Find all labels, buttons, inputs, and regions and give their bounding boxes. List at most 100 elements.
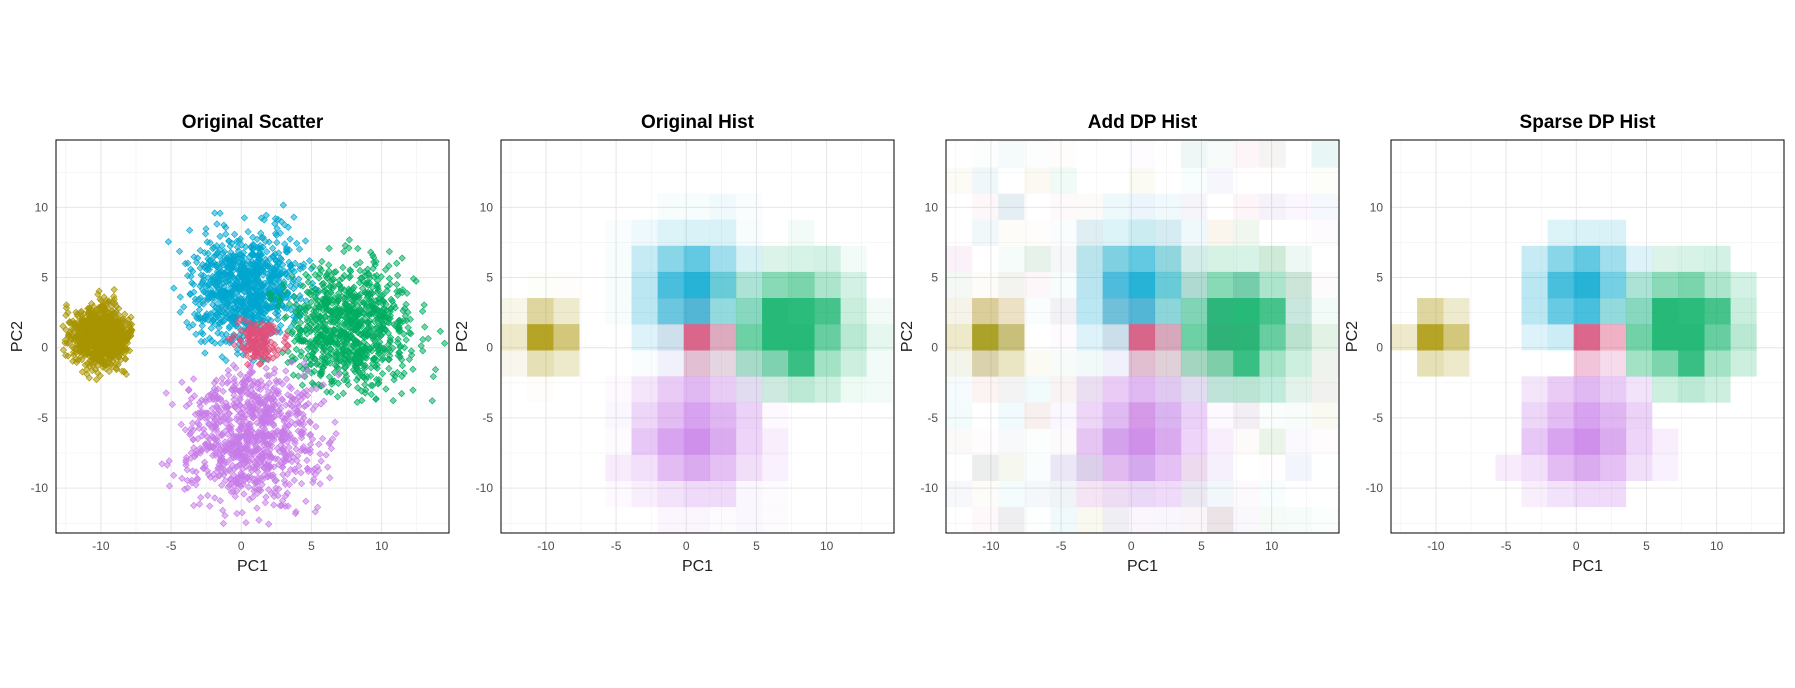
- scatter-point: [339, 263, 347, 272]
- heatmap-cell: [866, 350, 893, 377]
- scatter-point: [333, 393, 342, 401]
- scatter-point: [222, 356, 230, 365]
- scatter-point: [192, 330, 200, 338]
- scatter-point: [61, 336, 69, 344]
- heatmap-cell: [683, 350, 711, 377]
- heatmap-cell: [1050, 141, 1076, 167]
- heatmap-cell: [1024, 168, 1050, 194]
- scatter-point: [242, 518, 250, 527]
- scatter-point: [385, 364, 393, 373]
- scatter-point: [265, 238, 273, 246]
- heatmap-cell: [1180, 506, 1208, 533]
- scatter-point: [330, 325, 338, 334]
- scatter-point: [359, 298, 368, 306]
- scatter-point: [121, 355, 130, 363]
- scatter-point: [290, 293, 299, 301]
- heatmap-cell: [1573, 271, 1601, 299]
- heatmap-cell: [1259, 507, 1285, 533]
- scatter-point: [197, 328, 206, 336]
- scatter-point: [274, 302, 283, 311]
- heatmap-cell: [1625, 350, 1653, 377]
- scatter-point: [180, 303, 188, 311]
- heatmap-cell: [998, 115, 1024, 141]
- scatter-point: [310, 367, 318, 375]
- panel-title: Add DP Hist: [1088, 112, 1198, 133]
- scatter-point: [385, 247, 394, 256]
- scatter-point: [372, 395, 380, 403]
- scatter-point: [298, 381, 307, 389]
- heatmap-cell: [657, 506, 684, 533]
- heatmap-cell: [1233, 402, 1259, 428]
- scatter-point: [111, 348, 119, 357]
- heatmap-cell: [1285, 271, 1312, 299]
- scatter-point: [276, 254, 285, 262]
- heatmap-cell: [1678, 324, 1705, 351]
- heatmap-cell: [1207, 271, 1234, 299]
- heatmap-cell: [762, 350, 788, 376]
- y-axis-title: PC2: [9, 321, 26, 352]
- scatter-point: [370, 336, 378, 344]
- heatmap-cell: [998, 220, 1024, 246]
- heatmap-cell: [972, 324, 998, 350]
- scatter-point: [190, 501, 198, 510]
- scatter-point: [301, 237, 310, 245]
- heatmap-cell: [1599, 402, 1627, 429]
- heatmap-cell: [1599, 298, 1627, 325]
- scatter-point: [205, 294, 213, 302]
- heatmap-cell: [762, 402, 789, 429]
- heatmap-cell: [1285, 246, 1311, 272]
- heatmap-cell: [709, 324, 737, 351]
- scatter-point: [280, 280, 288, 289]
- heatmap-cell: [1207, 324, 1234, 351]
- heatmap-cell: [1077, 194, 1103, 220]
- heatmap-cell: [1259, 455, 1285, 481]
- heatmap-cell: [657, 480, 684, 508]
- heatmap-cell: [1050, 272, 1076, 298]
- scatter-point: [249, 268, 257, 276]
- scatter-point: [299, 282, 307, 290]
- heatmap-cell: [1102, 428, 1129, 455]
- heatmap-cell: [1102, 298, 1129, 325]
- x-tick-label: 10: [1265, 539, 1279, 553]
- heatmap-cell: [1599, 454, 1627, 481]
- scatter-point: [418, 307, 427, 315]
- scatter-point: [372, 328, 381, 336]
- y-tick-label: 0: [486, 341, 493, 355]
- scatter-point: [367, 390, 375, 398]
- heatmap-cell: [1077, 350, 1103, 376]
- scatter-point: [290, 213, 298, 221]
- x-tick-label: -10: [537, 539, 555, 553]
- scatter-point: [95, 287, 103, 295]
- heatmap-cell: [788, 219, 815, 247]
- panel-4: Sparse DP Hist -10 -5 0 5 10 -10 -5 0 5 10 PC1 PC2: [1344, 112, 1785, 575]
- heatmap-cell: [1050, 454, 1077, 481]
- heatmap-cell: [1625, 298, 1653, 325]
- scatter-point: [354, 244, 362, 253]
- scatter-point: [281, 287, 289, 296]
- heatmap-cell: [1154, 480, 1182, 508]
- heatmap-cell: [709, 376, 737, 403]
- heatmap-cell: [866, 376, 893, 403]
- heatmap-cell: [527, 324, 554, 351]
- scatter-point: [108, 302, 116, 311]
- heatmap-cell: [1128, 428, 1156, 455]
- heatmap-cell: [1730, 298, 1757, 325]
- heatmap-cell: [946, 272, 972, 298]
- heatmap-cell: [762, 507, 788, 533]
- scatter-point: [279, 470, 287, 479]
- scatter-point: [189, 375, 198, 383]
- heatmap-cell: [1180, 376, 1208, 403]
- scatter-point: [102, 365, 110, 373]
- heatmap-cell: [553, 298, 580, 325]
- heatmap-cell: [735, 376, 763, 403]
- heatmap-cell: [866, 324, 893, 351]
- heatmap-cell: [998, 140, 1025, 142]
- scatter-point: [304, 278, 312, 286]
- heatmap-cell: [1338, 481, 1364, 507]
- y-tick-label: 0: [1376, 341, 1383, 355]
- scatter-point: [238, 508, 246, 517]
- scatter-point: [361, 361, 369, 369]
- scatter-point: [318, 353, 327, 361]
- scatter-point: [326, 359, 334, 367]
- heatmap-cell: [1103, 481, 1129, 507]
